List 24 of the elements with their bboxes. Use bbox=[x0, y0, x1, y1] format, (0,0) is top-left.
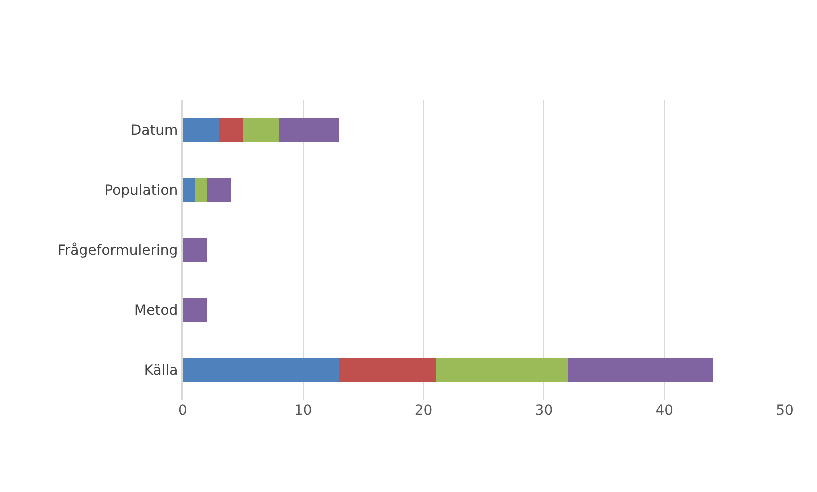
bar bbox=[568, 358, 713, 382]
bar bbox=[340, 358, 436, 382]
bar bbox=[243, 118, 280, 142]
bar bbox=[183, 238, 208, 262]
x-tick-label: 10 bbox=[294, 403, 312, 419]
bar bbox=[436, 358, 568, 382]
bar bbox=[183, 118, 220, 142]
y-tick-label: Datum bbox=[130, 122, 178, 139]
y-tick-label: Källa bbox=[144, 362, 178, 379]
x-tick-label: 20 bbox=[414, 403, 433, 419]
x-tick-label: 40 bbox=[656, 403, 674, 419]
bar bbox=[219, 118, 244, 142]
bar bbox=[183, 178, 196, 202]
y-tick-label: Population bbox=[104, 182, 178, 199]
x-tick-label: 0 bbox=[178, 403, 188, 419]
bar bbox=[207, 178, 232, 202]
x-tick-label: 30 bbox=[535, 403, 554, 419]
y-tick-label: Frågeformulering bbox=[58, 242, 178, 259]
bar bbox=[279, 118, 340, 142]
bar bbox=[195, 178, 208, 202]
x-tick-label: 50 bbox=[776, 403, 794, 419]
bar bbox=[183, 358, 340, 382]
bar bbox=[183, 298, 208, 322]
y-tick-label: Metod bbox=[134, 302, 178, 319]
